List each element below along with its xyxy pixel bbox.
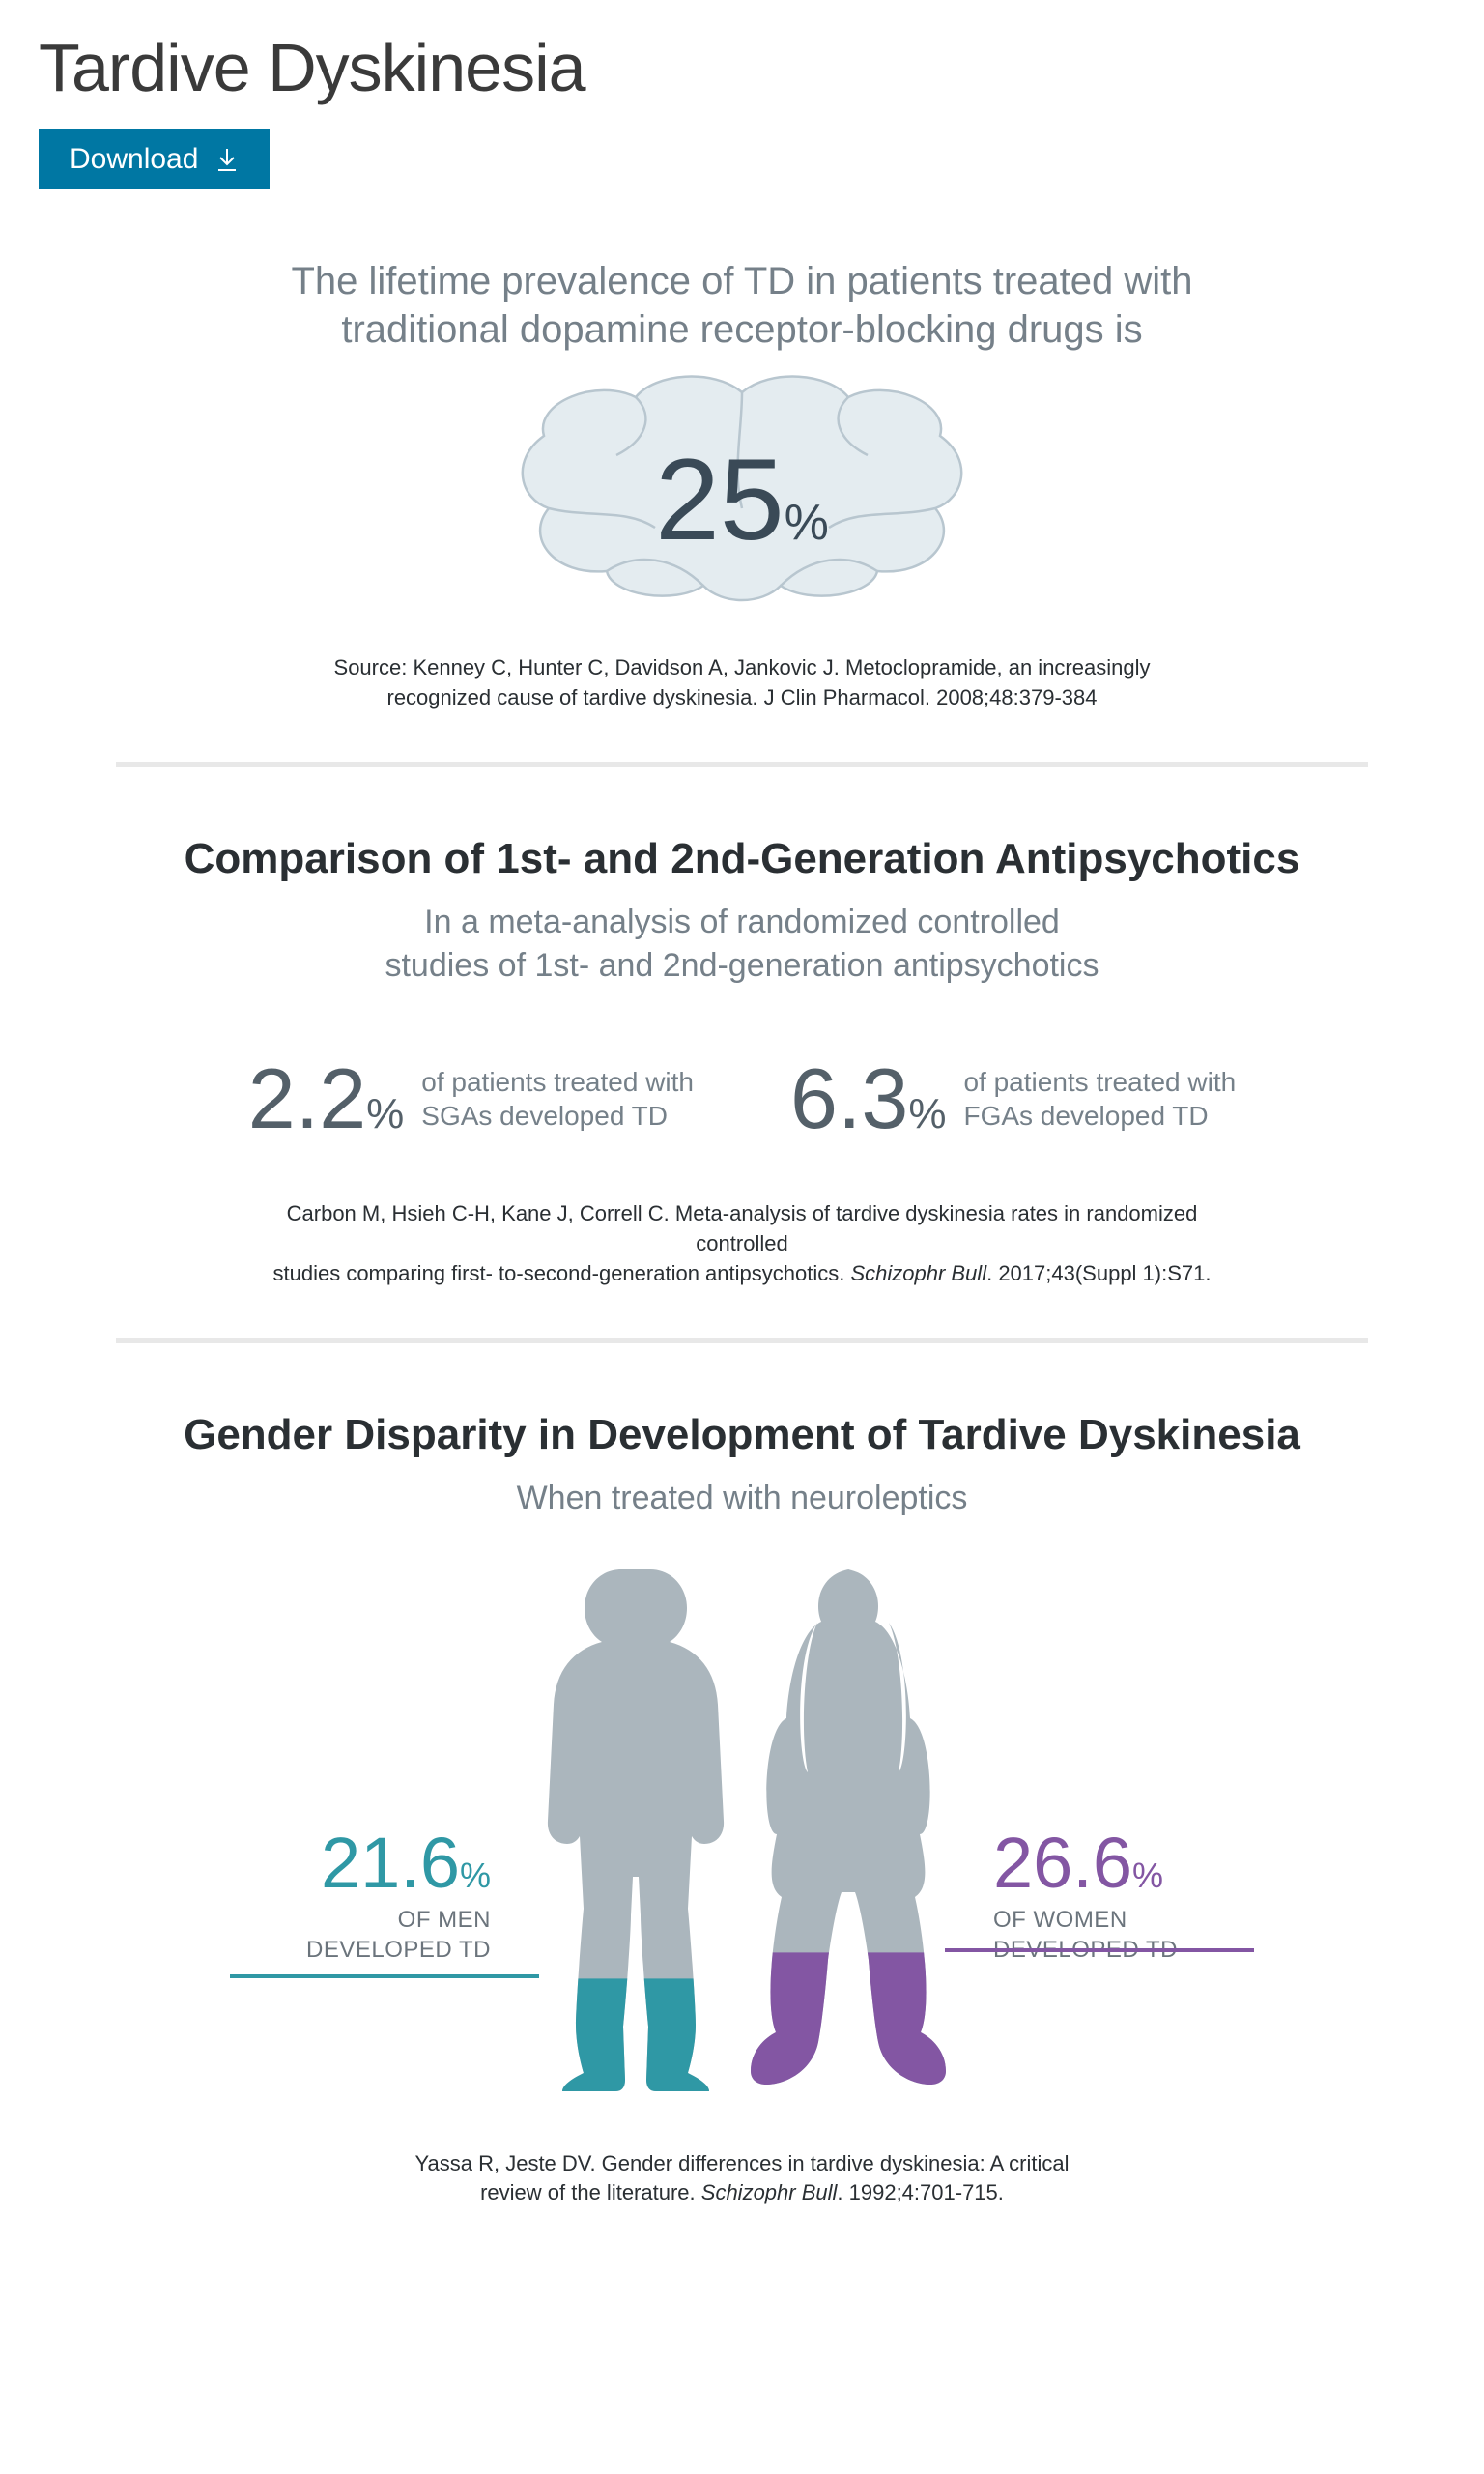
fga-stat: 6.3% of patients treated with FGAs devel… [790, 1056, 1236, 1141]
page-title: Tardive Dyskinesia [39, 29, 1445, 106]
comparison-title: Comparison of 1st- and 2nd-Generation An… [116, 835, 1368, 883]
sga-stat: 2.2% of patients treated with SGAs devel… [248, 1056, 694, 1141]
prevalence-value: 25% [491, 433, 993, 566]
gender-title: Gender Disparity in Development of Tardi… [116, 1411, 1368, 1459]
gender-sub: When treated with neuroleptics [307, 1477, 1177, 1521]
prevalence-source: Source: Kenney C, Hunter C, Davidson A, … [269, 653, 1215, 713]
download-button-label: Download [70, 143, 198, 176]
gender-source: Yassa R, Jeste DV. Gender differences in… [269, 2149, 1215, 2209]
woman-silhouette-icon [732, 1569, 974, 2091]
download-icon [215, 147, 239, 172]
comparison-sub: In a meta-analysis of randomized control… [307, 901, 1177, 990]
men-stat: 21.6% OF MEN DEVELOPED TD [220, 1569, 732, 2091]
comparison-section: Comparison of 1st- and 2nd-Generation An… [39, 767, 1445, 1338]
women-stat: 26.6% OF WOMEN DEVELOPED TD [732, 1569, 1264, 2091]
download-button[interactable]: Download [39, 129, 270, 189]
prevalence-section: The lifetime prevalence of TD in patient… [39, 189, 1445, 762]
prevalence-intro: The lifetime prevalence of TD in patient… [211, 257, 1273, 354]
women-percentage: 26.6% [993, 1827, 1264, 1899]
comparison-source: Carbon M, Hsieh C-H, Kane J, Correll C. … [269, 1199, 1215, 1288]
men-percentage: 21.6% [220, 1827, 491, 1899]
man-silhouette-icon [510, 1569, 732, 2091]
gender-section: Gender Disparity in Development of Tardi… [39, 1343, 1445, 2257]
